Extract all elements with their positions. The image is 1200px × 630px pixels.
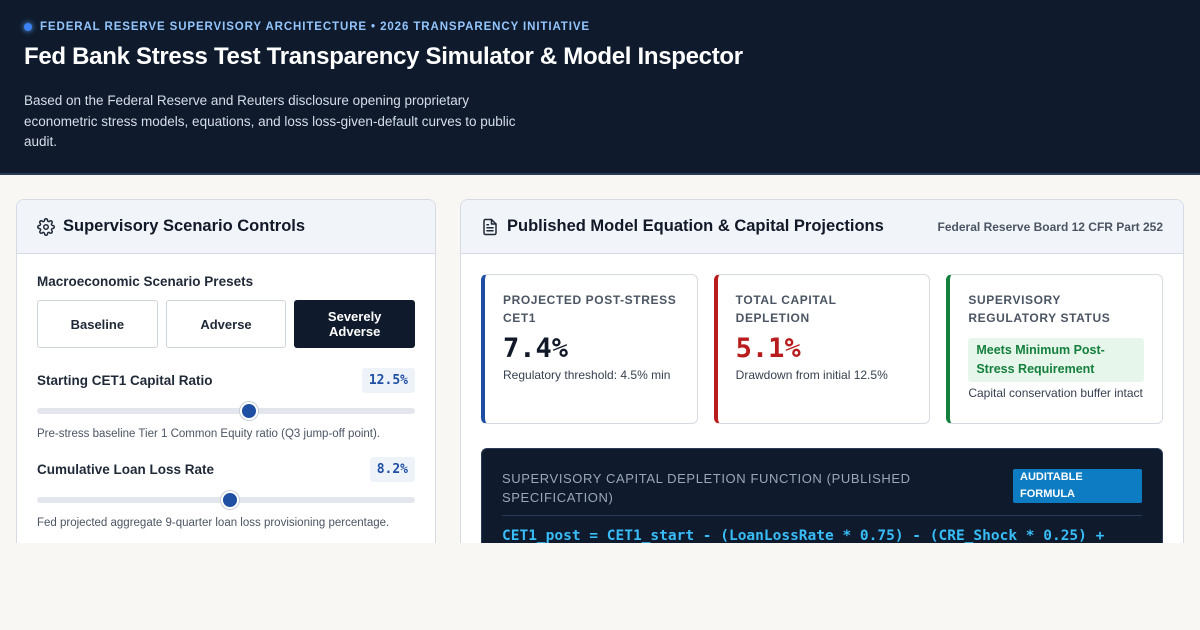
post-stress-cet1-card: PROJECTED POST-STRESS CET1 7.4% Regulato… (481, 274, 698, 424)
preset-baseline-button[interactable]: Baseline (37, 300, 158, 348)
auditable-formula-badge: AUDITABLE FORMULA (1013, 469, 1142, 503)
projections-panel: Published Model Equation & Capital Proje… (460, 199, 1184, 559)
preset-severely-adverse-button[interactable]: Severely Adverse (294, 300, 416, 348)
eyebrow-text: FEDERAL RESERVE SUPERVISORY ARCHITECTURE… (40, 21, 590, 33)
page-fold (0, 543, 1200, 630)
cet1-slider-label: Starting CET1 Capital Ratio (37, 373, 213, 388)
scenario-controls-panel: Supervisory Scenario Controls Macroecono… (16, 199, 436, 559)
status-dot-icon (24, 23, 32, 31)
loss-rate-value-badge: 8.2% (369, 457, 415, 482)
eyebrow: FEDERAL RESERVE SUPERVISORY ARCHITECTURE… (24, 21, 590, 33)
presets-label: Macroeconomic Scenario Presets (37, 274, 254, 289)
preset-adverse-button[interactable]: Adverse (165, 300, 287, 348)
metric-note: Capital conservation buffer intact (968, 386, 1143, 400)
metric-label: SUPERVISORY REGULATORY STATUS (968, 293, 1111, 325)
panel-title: Published Model Equation & Capital Proje… (507, 217, 884, 235)
formula-title: SUPERVISORY CAPITAL DEPLETION FUNCTION (… (502, 471, 911, 505)
cet1-help-text: Pre-stress baseline Tier 1 Common Equity… (37, 428, 381, 440)
panel-header: Supervisory Scenario Controls (17, 200, 435, 254)
metric-note: Regulatory threshold: 4.5% min (503, 368, 671, 382)
metric-note: Drawdown from initial 12.5% (735, 368, 888, 382)
panel-title: Supervisory Scenario Controls (63, 217, 306, 235)
cet1-slider[interactable] (37, 402, 415, 420)
regulation-reference: Federal Reserve Board 12 CFR Part 252 (937, 219, 1163, 234)
regulatory-status-card: SUPERVISORY REGULATORY STATUS Meets Mini… (946, 274, 1164, 424)
loss-rate-slider-label: Cumulative Loan Loss Rate (37, 462, 215, 477)
page-subtitle: Based on the Federal Reserve and Reuters… (24, 93, 516, 149)
cet1-value-badge: 12.5% (361, 368, 415, 393)
page-title: Fed Bank Stress Test Transparency Simula… (24, 43, 743, 70)
formula-code: CET1_post = CET1_start - (LoanLossRate *… (502, 528, 1105, 544)
capital-depletion-card: TOTAL CAPITAL DEPLETION 5.1% Drawdown fr… (713, 274, 931, 424)
loss-rate-help-text: Fed projected aggregate 9-quarter loan l… (37, 517, 390, 529)
loss-rate-slider[interactable] (37, 491, 415, 509)
panel-header: Published Model Equation & Capital Proje… (461, 200, 1183, 254)
status-badge: Meets Minimum Post-Stress Requirement (968, 338, 1145, 382)
page-header: FEDERAL RESERVE SUPERVISORY ARCHITECTURE… (0, 0, 1200, 175)
cet1-slider-thumb[interactable] (239, 402, 258, 420)
gear-icon (37, 217, 55, 236)
formula-panel: SUPERVISORY CAPITAL DEPLETION FUNCTION (… (481, 448, 1163, 558)
metric-label: TOTAL CAPITAL DEPLETION (735, 293, 837, 325)
preset-group: Baseline Adverse Severely Adverse (37, 300, 416, 348)
metric-cards: PROJECTED POST-STRESS CET1 7.4% Regulato… (481, 274, 1164, 424)
document-icon (481, 218, 499, 236)
metric-value: 5.1% (735, 333, 801, 364)
metric-label: PROJECTED POST-STRESS CET1 (503, 293, 677, 325)
metric-value: 7.4% (503, 333, 569, 364)
loss-rate-slider-thumb[interactable] (220, 491, 239, 509)
